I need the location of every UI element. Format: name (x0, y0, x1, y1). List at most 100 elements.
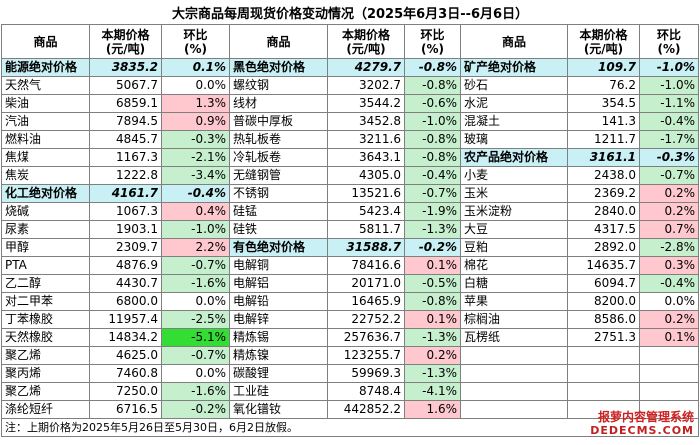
change-cell: -0.4% (638, 274, 700, 293)
header-change: 环比 (%) (638, 24, 700, 59)
commodity-name-cell: 聚乙烯 (1, 382, 90, 401)
price-cell: 257636.7 (327, 328, 405, 347)
price-cell: 6800.0 (89, 292, 162, 311)
header-change: 环比 (%) (161, 24, 230, 59)
price-cell: 354.5 (567, 94, 640, 113)
price-cell: 78416.6 (327, 256, 405, 275)
change-cell: 0.2% (638, 184, 700, 203)
price-cell: 20171.0 (327, 274, 405, 293)
price-cell: 4279.7 (327, 58, 405, 77)
change-cell: -0.4% (404, 166, 461, 185)
commodity-name-cell: 烧碱 (1, 202, 90, 221)
price-cell: 6716.5 (89, 400, 162, 419)
price-cell: 8748.4 (327, 382, 405, 401)
price-cell: 8200.0 (567, 292, 640, 311)
change-cell: 0.2% (404, 346, 461, 365)
price-cell: 2892.0 (567, 238, 640, 257)
price-cell: 6094.7 (567, 274, 640, 293)
footnote: 注：上期价格为2025年5月26日至5月30日，6月2日放假。 (0, 418, 700, 437)
price-cell: 7894.5 (89, 112, 162, 131)
price-cell: 2438.0 (567, 166, 640, 185)
change-cell: 0.0% (161, 292, 230, 311)
commodity-name-cell: 碳酸锂 (229, 364, 328, 383)
price-cell: 3202.7 (327, 76, 405, 95)
price-cell: 8586.0 (567, 310, 640, 329)
commodity-name-cell: 普碳中厚板 (229, 112, 328, 131)
table-row: 聚乙烯 4625.0 -0.7% 精炼镍 123255.7 0.2% (1, 346, 700, 365)
price-cell (567, 382, 640, 401)
change-cell (638, 364, 700, 383)
price-cell (567, 346, 640, 365)
price-cell: 3211.6 (327, 130, 405, 149)
commodity-name-cell: 丁苯橡胶 (1, 310, 90, 329)
commodity-name-cell (460, 364, 568, 383)
commodity-name-cell: 螺纹钢 (229, 76, 328, 95)
change-cell: -0.5% (404, 274, 461, 293)
commodity-name-cell: PTA (1, 256, 90, 275)
price-cell: 5811.7 (327, 220, 405, 239)
commodity-name-cell: 电解铝 (229, 274, 328, 293)
note-row: 注：上期价格为2025年5月26日至5月30日，6月2日放假。 (0, 418, 700, 437)
category-name-cell: 化工绝对价格 (1, 184, 90, 203)
commodity-name-cell: 天然气 (1, 76, 90, 95)
header-row: 商品 本期价格 (元/吨) 环比 (%) 商品 本期价格 (元/吨) 环比 (%) 商品… (1, 24, 700, 59)
watermark-line2: DEDECMS.COM (590, 424, 694, 437)
price-cell: 3452.8 (327, 112, 405, 131)
change-cell: -0.8% (404, 292, 461, 311)
table-row: 汽油 7894.5 0.9% 普碳中厚板 3452.8 -1.0% 混凝土 141.3 -0.4… (1, 112, 700, 131)
price-cell: 14635.7 (567, 256, 640, 275)
price-cell: 2751.3 (567, 328, 640, 347)
commodity-name-cell: 聚丙烯 (1, 364, 90, 383)
table-row: 丁苯橡胶 11957.4 -2.5% 电解锌 22752.2 0.1% 棕榈油 8586.0 0… (1, 310, 700, 329)
price-cell: 22752.2 (327, 310, 405, 329)
watermark-logo: 报萝内容管理系统 DEDECMS.COM (590, 411, 694, 438)
change-cell: -1.7% (638, 130, 700, 149)
category-name-cell: 有色绝对价格 (229, 238, 328, 257)
table-row: 天然气 5067.7 0.0% 螺纹钢 3202.7 -0.8% 砂石 76.2 -1.0% (1, 76, 700, 95)
price-cell: 1167.3 (89, 148, 162, 167)
commodity-name-cell: 砂石 (460, 76, 568, 95)
change-cell: 0.4% (161, 202, 230, 221)
commodity-name-cell: 小麦 (460, 166, 568, 185)
header-change: 环比 (%) (404, 24, 461, 59)
price-cell: 4625.0 (89, 346, 162, 365)
price-cell: 109.7 (567, 58, 640, 77)
change-cell: 0.0% (638, 292, 700, 311)
price-cell: 442852.2 (327, 400, 405, 419)
change-cell (638, 382, 700, 401)
change-cell: -0.7% (161, 346, 230, 365)
commodity-name-cell: 水泥 (460, 94, 568, 113)
change-cell: -0.8% (404, 76, 461, 95)
change-cell: -1.3% (404, 220, 461, 239)
price-cell: 2840.0 (567, 202, 640, 221)
price-cell: 123255.7 (327, 346, 405, 365)
table-row: 烧碱 1067.3 0.4% 硅锰 5423.4 -1.9% 玉米淀粉 2840.0 0.2% (1, 202, 700, 221)
header-commodity: 商品 (1, 24, 90, 59)
change-cell: 0.3% (638, 256, 700, 275)
table-row: 甲醇 2309.7 2.2% 有色绝对价格 31588.7 -0.2% 豆粕 2892.0 -2… (1, 238, 700, 257)
price-cell: 31588.7 (327, 238, 405, 257)
commodity-name-cell: 玉米 (460, 184, 568, 203)
table-row: 聚乙烯 7250.0 -1.6% 工业硅 8748.4 -4.1% (1, 382, 700, 401)
commodity-name-cell: 乙二醇 (1, 274, 90, 293)
commodity-name-cell: 对二甲苯 (1, 292, 90, 311)
price-cell: 3544.2 (327, 94, 405, 113)
change-cell: 0.2% (638, 202, 700, 221)
price-cell: 6859.1 (89, 94, 162, 113)
header-price: 本期价格 (元/吨) (567, 24, 640, 59)
category-name-cell: 矿产绝对价格 (460, 58, 568, 77)
price-cell: 76.2 (567, 76, 640, 95)
price-cell: 4876.9 (89, 256, 162, 275)
change-cell: -0.7% (161, 256, 230, 275)
change-cell: -0.8% (404, 58, 461, 77)
change-cell: -2.5% (161, 310, 230, 329)
commodity-name-cell: 玉米淀粉 (460, 202, 568, 221)
commodity-name-cell: 无缝钢管 (229, 166, 328, 185)
change-cell: -3.4% (161, 166, 230, 185)
change-cell: -1.1% (638, 94, 700, 113)
table-row: 乙二醇 4430.7 -1.6% 电解铝 20171.0 -0.5% 白糖 6094.7 -0.… (1, 274, 700, 293)
price-cell: 2309.7 (89, 238, 162, 257)
change-cell: -0.2% (161, 400, 230, 419)
change-cell: 0.7% (638, 220, 700, 239)
